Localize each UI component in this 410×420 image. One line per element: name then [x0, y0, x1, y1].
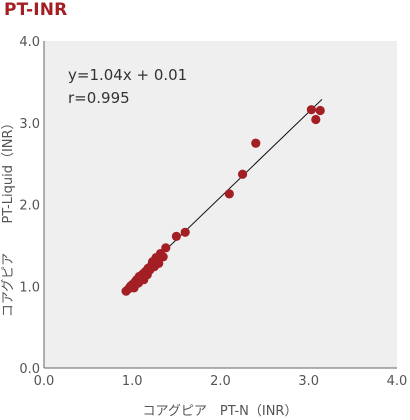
y-tick-label: 0.0: [19, 362, 40, 377]
data-point: [251, 138, 261, 148]
data-point: [311, 114, 321, 125]
data-points: [121, 105, 325, 296]
page-title: PT-INR: [4, 0, 68, 20]
y-tick-label: 3.0: [19, 117, 40, 132]
data-point: [171, 231, 181, 241]
x-axis-title: コアグピア PT-N（INR）: [143, 404, 298, 419]
x-tick-label: 2.0: [210, 374, 231, 389]
tick-labels: 0.0 1.0 2.0 3.0 4.0 0.0 1.0 2.0 3.0 4.0: [19, 35, 407, 389]
data-point: [161, 243, 171, 253]
data-point: [154, 258, 164, 268]
axes: [43, 41, 397, 369]
x-tick-label: 3.0: [298, 374, 319, 389]
data-point: [237, 169, 248, 179]
y-tick-label: 2.0: [19, 199, 40, 214]
y-axis-title-line-1: コアグピア: [1, 253, 16, 317]
data-point: [158, 252, 168, 262]
data-point: [224, 189, 234, 199]
x-tick-label: 4.0: [387, 374, 408, 389]
data-point: [180, 227, 190, 237]
annotation-r-value: r=0.995: [68, 89, 130, 107]
y-axis-title-line-2: PT-Liquid（INR）: [1, 116, 16, 223]
annotation-equation: y=1.04x + 0.01: [68, 66, 187, 84]
plot-area: [44, 41, 397, 368]
y-tick-label: 1.0: [19, 280, 40, 295]
data-point: [306, 105, 316, 115]
y-tick-label: 4.0: [19, 35, 40, 50]
x-tick-label: 0.0: [34, 374, 55, 389]
data-point: [315, 105, 325, 116]
x-tick-label: 1.0: [122, 374, 143, 389]
